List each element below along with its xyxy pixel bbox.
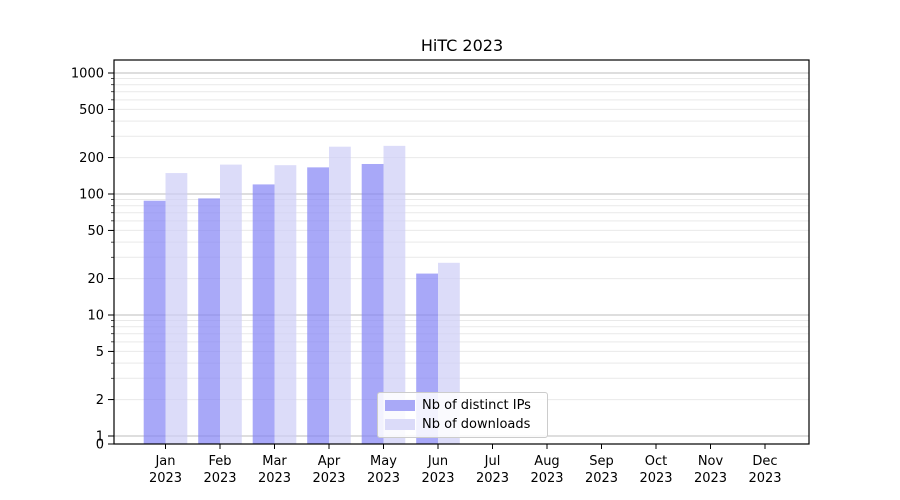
bar-downloads-jan [165,173,188,444]
x-tick-label-month: Sep [589,454,614,469]
bar-distinct-ips-mar [252,184,275,444]
y-tick-label: 0 [96,438,104,453]
x-tick-label-month: Feb [208,454,231,469]
x-tick-label-year: 2023 [258,471,291,486]
bar-distinct-ips-feb [198,198,220,444]
x-tick-label-year: 2023 [476,471,509,486]
x-tick-label-year: 2023 [530,471,563,486]
x-tick-label-year: 2023 [421,471,454,486]
x-tick-label-month: Apr [318,454,341,469]
bar-downloads-mar [274,165,297,445]
legend-item: Nb of downloads [385,417,539,432]
y-tick-label: 20 [87,272,104,287]
bar-distinct-ips-apr [307,167,329,444]
bar-distinct-ips-may [361,163,384,444]
legend-swatch-icon [385,419,415,430]
y-tick-label: 500 [79,103,104,118]
x-tick-label-year: 2023 [585,471,618,486]
x-tick-label-year: 2023 [312,471,345,486]
x-tick-label-month: Dec [752,454,777,469]
chart-title: HiTC 2023 [420,36,504,55]
x-tick-label-year: 2023 [694,471,727,486]
plot-frame [113,59,810,445]
bar-distinct-ips-jan [143,200,166,444]
x-tick-label-year: 2023 [748,471,781,486]
x-tick-label-year: 2023 [203,471,236,486]
y-tick-label: 2 [96,393,104,408]
y-tick-label: 50 [87,224,104,239]
y-tick-label: 100 [79,188,104,203]
bar-downloads-apr [329,146,351,445]
legend-swatch-icon [385,400,415,411]
y-tick-label: 1 [96,430,104,445]
x-tick-label-month: Oct [645,454,667,469]
legend-label: Nb of distinct IPs [422,398,531,413]
x-tick-label-year: 2023 [639,471,672,486]
x-tick-label-month: Nov [698,454,724,469]
x-tick-label-month: Aug [534,454,559,469]
legend-label: Nb of downloads [422,417,531,432]
y-tick-label: 5 [96,345,104,360]
y-tick-label: 200 [79,151,104,166]
x-tick-label-month: Jul [484,454,501,469]
legend: Nb of distinct IPs Nb of downloads [377,392,548,438]
x-tick-label-month: Mar [262,454,287,469]
x-tick-label-month: May [370,454,397,469]
y-tick-label: 10 [87,309,104,324]
bar-downloads-may [383,145,406,445]
y-tick-label: 1000 [71,67,104,82]
x-tick-label-month: Jan [154,454,175,469]
x-tick-label-year: 2023 [149,471,182,486]
bar-downloads-feb [220,164,242,444]
x-tick-label-year: 2023 [367,471,400,486]
legend-item: Nb of distinct IPs [385,398,539,413]
x-tick-label-month: Jun [427,454,448,469]
